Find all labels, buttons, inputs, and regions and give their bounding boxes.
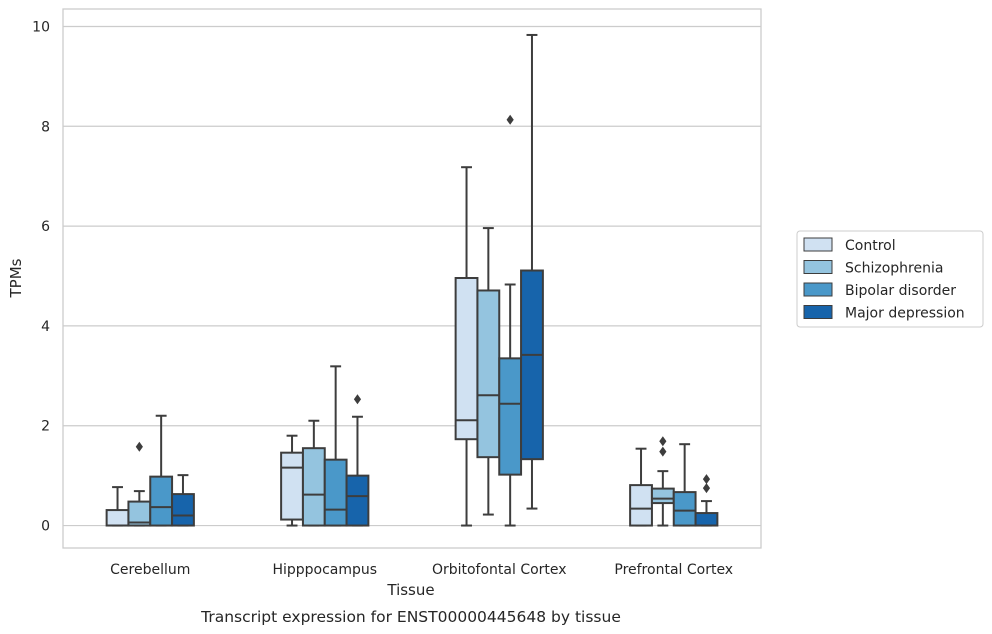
box-body (454, 277, 479, 441)
box-bipolar-disorder (498, 114, 523, 527)
outlier-point (702, 474, 711, 485)
y-tick-label: 0 (41, 519, 50, 535)
box-body (105, 509, 130, 527)
box-body (498, 357, 523, 476)
y-axis-label: TPMs (7, 258, 25, 298)
box-schizophrenia (127, 441, 152, 527)
box-schizophrenia (650, 436, 675, 527)
legend-swatch (803, 260, 833, 274)
box-control (454, 166, 479, 527)
outlier-point (659, 446, 667, 457)
outlier-point (353, 394, 362, 405)
outlier-point (135, 441, 143, 452)
y-gridlines (63, 25, 761, 527)
box-body (301, 447, 326, 527)
legend-label: Major depression (845, 306, 965, 322)
box-schizophrenia (301, 419, 326, 527)
box-body (672, 491, 697, 527)
box-control (629, 447, 653, 527)
legend-label: Control (845, 238, 896, 254)
box-control (280, 434, 304, 527)
box-major-depression (345, 394, 370, 527)
y-tick-label: 2 (41, 419, 50, 435)
legend-swatch (803, 237, 833, 252)
x-tick-label: Cerebellum (110, 562, 190, 578)
box-body (280, 451, 304, 521)
box-body (650, 487, 675, 505)
box-body (694, 512, 719, 527)
box-bipolar-disorder (672, 443, 697, 527)
box-major-depression (694, 474, 719, 527)
box-major-depression (520, 33, 544, 510)
box-bipolar-disorder (323, 365, 348, 527)
box-body (520, 269, 544, 461)
box-schizophrenia (476, 227, 501, 516)
legend-label: Bipolar disorder (845, 283, 956, 299)
x-tick-label: Hipppocampus (272, 562, 377, 578)
legend: Control Schizophrenia Bipolar disorder Majo… (796, 230, 984, 328)
box-body (629, 484, 653, 527)
outlier-point (659, 436, 667, 447)
y-tick-labels: 0 2 4 6 8 10 (32, 19, 50, 534)
y-tick-label: 6 (41, 219, 50, 235)
box-control (105, 486, 130, 527)
x-tick-label: Prefrontal Cortex (614, 562, 733, 578)
plot-frame (62, 8, 762, 549)
legend-swatch (803, 305, 833, 319)
box-bipolar-disorder (149, 414, 174, 527)
y-tick-label: 8 (41, 119, 50, 135)
y-tick-label: 10 (32, 19, 50, 35)
box-body (476, 289, 501, 459)
outlier-point (506, 114, 514, 125)
outlier-point (702, 483, 711, 494)
box-body (171, 493, 195, 527)
legend-frame (796, 230, 984, 328)
legend-label: Schizophrenia (845, 261, 943, 277)
x-tick-labels: Cerebellum Hipppocampus Orbitofontal Corte… (110, 562, 733, 578)
legend-swatch (803, 282, 833, 297)
box-body (323, 458, 348, 527)
x-tick-label: Orbitofontal Cortex (432, 562, 567, 578)
y-tick-label: 4 (41, 319, 50, 335)
chart-caption: Transcript expression for ENST0000044564… (200, 608, 621, 626)
box-major-depression (171, 474, 195, 527)
box-body (149, 475, 174, 527)
box-plot-marks (105, 33, 719, 527)
box-body (345, 474, 370, 527)
x-axis-label: Tissue (386, 581, 434, 599)
